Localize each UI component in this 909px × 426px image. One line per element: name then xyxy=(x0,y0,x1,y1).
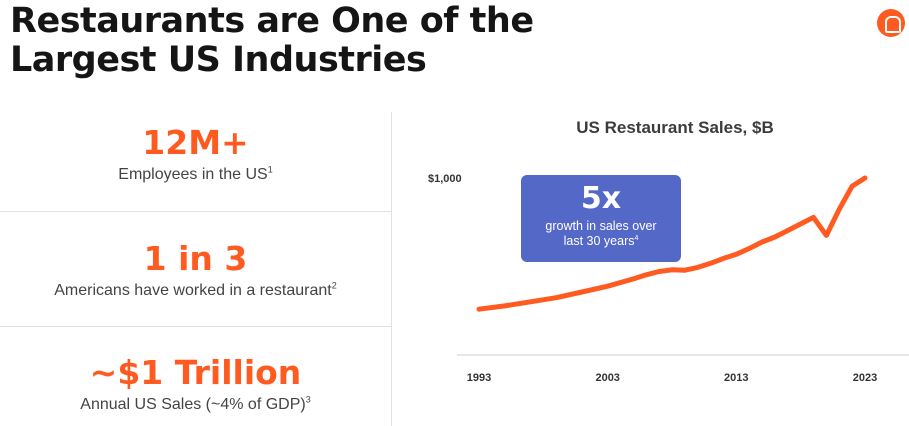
sales-line xyxy=(476,175,868,312)
chart-title: US Restaurant Sales, $B xyxy=(576,118,774,137)
page-title: Restaurants are One of the Largest US In… xyxy=(10,2,534,80)
callout-text: growth in sales over last 30 years4 xyxy=(541,219,661,249)
sales-line-chart: $1,000 1993 2003 2013 2023 xyxy=(428,173,909,384)
stat-label-text: Employees in the US xyxy=(118,166,268,183)
stat-annual-sales: ~$1 Trillion Annual US Sales (~4% of GDP… xyxy=(0,354,391,414)
callout-value: 5x xyxy=(580,181,622,216)
page-title-line-1: Restaurants are One of the xyxy=(10,1,534,41)
callout-text-body: growth in sales over last 30 years xyxy=(545,219,657,248)
stat-value: 1 in 3 xyxy=(143,239,248,278)
x-tick-label: 2013 xyxy=(724,372,748,384)
page-title-line-2: Largest US Industries xyxy=(10,40,427,80)
stat-label: Employees in the US1 xyxy=(0,164,391,184)
stat-label-text: Americans have worked in a restaurant xyxy=(54,282,332,299)
footnote-marker: 4 xyxy=(634,234,639,242)
footnote-marker: 3 xyxy=(305,394,311,405)
stat-employees: 12M+ Employees in the US1 xyxy=(0,124,391,184)
column-divider xyxy=(391,112,392,426)
stat-value: 12M+ xyxy=(142,123,249,162)
x-tick-label: 2003 xyxy=(595,372,619,384)
stat-label: Americans have worked in a restaurant2 xyxy=(0,280,391,300)
footnote-marker: 1 xyxy=(267,164,273,175)
logo-icon xyxy=(877,9,905,37)
stat-label: Annual US Sales (~4% of GDP)3 xyxy=(0,394,391,414)
stat-americans-worked: 1 in 3 Americans have worked in a restau… xyxy=(0,240,391,300)
x-tick-labels: 1993 2003 2013 2023 xyxy=(467,372,877,384)
y-tick-label: $1,000 xyxy=(428,173,462,185)
stat-divider-2 xyxy=(0,326,391,327)
stat-divider-1 xyxy=(0,211,391,212)
x-tick-label: 1993 xyxy=(467,372,491,384)
footnote-marker: 2 xyxy=(331,280,337,291)
stat-label-text: Annual US Sales (~4% of GDP) xyxy=(80,396,306,413)
x-tick-label: 2023 xyxy=(853,372,877,384)
growth-callout: 5x growth in sales over last 30 years4 xyxy=(521,175,681,262)
stat-value: ~$1 Trillion xyxy=(89,353,302,392)
